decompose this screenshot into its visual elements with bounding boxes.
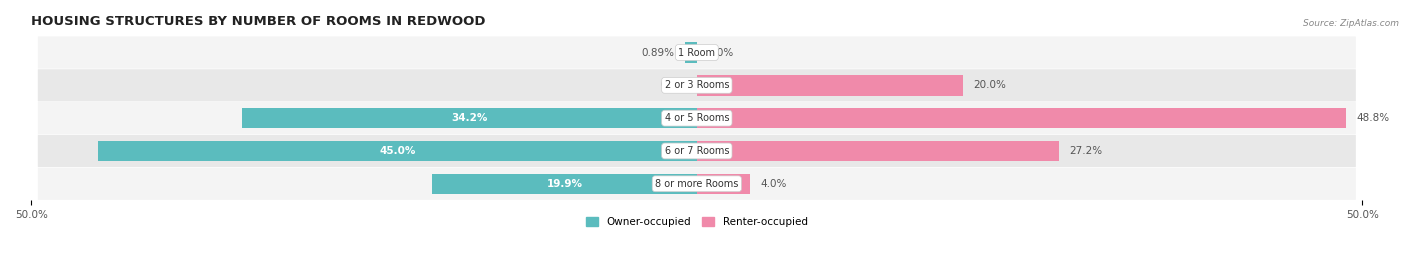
Bar <box>697 108 1347 128</box>
Text: Source: ZipAtlas.com: Source: ZipAtlas.com <box>1303 19 1399 28</box>
Text: 4 or 5 Rooms: 4 or 5 Rooms <box>665 113 730 123</box>
Bar <box>242 108 697 128</box>
Bar <box>697 75 963 95</box>
Bar <box>697 141 1059 161</box>
FancyBboxPatch shape <box>38 102 1355 134</box>
FancyBboxPatch shape <box>38 135 1355 167</box>
Legend: Owner-occupied, Renter-occupied: Owner-occupied, Renter-occupied <box>582 213 811 231</box>
Text: 4.0%: 4.0% <box>761 179 787 189</box>
Text: 8 or more Rooms: 8 or more Rooms <box>655 179 738 189</box>
Text: 19.9%: 19.9% <box>547 179 582 189</box>
FancyBboxPatch shape <box>38 69 1355 101</box>
Text: 34.2%: 34.2% <box>451 113 488 123</box>
Text: 1 Room: 1 Room <box>678 48 716 58</box>
Text: 6 or 7 Rooms: 6 or 7 Rooms <box>665 146 730 156</box>
Text: 0.89%: 0.89% <box>641 48 675 58</box>
Text: 27.2%: 27.2% <box>1070 146 1102 156</box>
Text: 20.0%: 20.0% <box>973 80 1007 90</box>
Text: HOUSING STRUCTURES BY NUMBER OF ROOMS IN REDWOOD: HOUSING STRUCTURES BY NUMBER OF ROOMS IN… <box>31 15 486 28</box>
Bar <box>98 141 697 161</box>
Text: 48.8%: 48.8% <box>1357 113 1391 123</box>
FancyBboxPatch shape <box>38 36 1355 69</box>
Text: 0.0%: 0.0% <box>707 48 734 58</box>
Bar <box>685 42 697 63</box>
FancyBboxPatch shape <box>38 168 1355 200</box>
Bar <box>697 174 749 194</box>
Bar <box>432 174 697 194</box>
Text: 45.0%: 45.0% <box>380 146 416 156</box>
Text: 2 or 3 Rooms: 2 or 3 Rooms <box>665 80 730 90</box>
Text: 0.0%: 0.0% <box>659 80 686 90</box>
